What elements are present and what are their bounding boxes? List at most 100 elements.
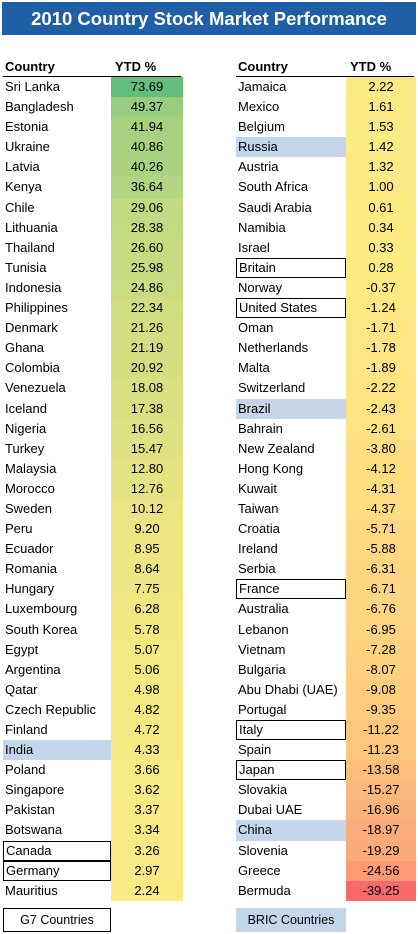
left-table-row: Sri Lanka 73.69 [3,77,183,98]
right-table-row: United States -1.24 [236,298,416,319]
right-table-row: Portugal -9.35 [236,699,416,720]
right-table-row: South Africa 1.00 [236,177,416,198]
ytd-value-cell: 1.00 [346,177,416,198]
country-name: Egypt [5,641,39,657]
legend-bric: BRIC Countries [236,908,346,932]
left-table-row: Colombia 20.92 [3,358,183,379]
left-table-row: Morocco 12.76 [3,478,183,499]
left-table-row: Czech Republic 4.82 [3,699,183,720]
ytd-value-cell: 1.42 [346,137,416,158]
right-rows: Jamaica 2.22 Mexico 1.61 Belgium 1.53 Russia 1.… [236,77,416,901]
country-name: India [3,740,111,761]
ytd-value-cell: -13.58 [346,760,416,781]
country-name: Dubai UAE [238,802,303,818]
country-name: Greece [238,862,281,878]
right-table-row: Italy -11.22 [236,720,416,741]
left-table: Country YTD % Chg Sri Lanka 73.69Banglade… [3,58,183,901]
ytd-value-cell: 9.20 [111,519,183,540]
left-table-row: Romania 8.64 [3,559,183,580]
country-name: Romania [5,561,58,577]
ytd-value-cell: -16.96 [346,800,416,821]
ytd-value-cell: -7.28 [346,639,416,660]
right-table-row: Bulgaria -8.07 [236,659,416,680]
country-name: Colombia [5,360,60,376]
country-name: South Africa [238,179,309,195]
country-name: Kuwait [238,480,278,496]
country-name: New Zealand [238,440,315,456]
country-name: Finland [5,722,48,737]
country-name: Sri Lanka [5,79,60,94]
country-name: Switzerland [238,380,306,396]
country-name: Saudi Arabia [238,199,312,215]
ytd-value-cell: 73.69 [111,77,183,98]
ytd-value-cell: 3.26 [111,840,183,861]
ytd-value-cell: -2.43 [346,398,416,419]
left-table-row: Malaysia 12.80 [3,458,183,479]
ytd-value-cell: -24.56 [346,860,416,881]
right-table-row: Bermuda -39.25 [236,880,416,901]
ytd-value-cell: 17.38 [111,398,183,419]
country-name: Germany [3,860,111,881]
right-table-row: Oman -1.71 [236,318,416,339]
left-table-row: Germany 2.97 [3,860,183,881]
left-table-row: Finland 4.72 [3,720,183,741]
country-name: Lithuania [5,219,58,235]
country-name: Taiwan [238,500,279,516]
ytd-value-cell: -15.27 [346,780,416,801]
country-name: France [236,579,346,600]
country-name: Singapore [5,782,65,798]
ytd-value-cell: -6.76 [346,599,416,620]
left-table-row: Mauritius 2.24 [3,880,183,901]
right-table-row: Switzerland -2.22 [236,378,416,399]
ytd-value-cell: 8.64 [111,559,183,580]
ytd-value-cell: -4.12 [346,458,416,479]
right-table-row: Slovenia -19.29 [236,840,416,861]
left-table-row: Bangladesh 49.37 [3,97,183,118]
left-table-row: Luxembourg 6.28 [3,599,183,620]
country-name: Argentina [5,661,61,677]
country-name: Venezuela [5,380,66,396]
country-name: Vietnam [238,641,286,657]
right-table-row: Israel 0.33 [236,237,416,258]
country-name: Brazil [236,398,346,419]
country-name: Serbia [238,561,276,577]
right-table-row: Russia 1.42 [236,137,416,158]
left-header-row: Country YTD % Chg [3,58,181,92]
country-name: Norway [238,279,283,295]
ytd-value-cell: 0.61 [346,197,416,218]
ytd-value-cell: 12.76 [111,478,183,499]
right-table-row: France -6.71 [236,579,416,600]
ytd-value-cell: 0.28 [346,257,416,278]
ytd-value-cell: 1.61 [346,97,416,118]
left-table-row: Philippines 22.34 [3,298,183,319]
country-name: Sweden [5,500,52,516]
country-name: Peru [5,521,33,537]
left-country-header: Country [5,59,55,74]
ytd-value-cell: -6.71 [346,579,416,600]
ytd-value-cell: 2.24 [111,880,183,901]
ytd-value-cell: -1.24 [346,298,416,319]
country-name: Pakistan [5,802,55,818]
ytd-value-cell: 12.80 [111,458,183,479]
country-name: Austria [238,159,279,175]
country-name: Belgium [238,119,285,135]
left-table-row: India 4.33 [3,740,183,761]
country-name: Ghana [5,340,45,356]
ytd-value-cell: -6.95 [346,619,416,640]
right-table-row: Dubai UAE -16.96 [236,800,416,821]
right-table-row: Taiwan -4.37 [236,498,416,520]
ytd-value-cell: 6.28 [111,599,183,620]
ytd-value-cell: 20.92 [111,358,183,379]
left-table-row: Singapore 3.62 [3,780,183,801]
ytd-value-cell: -6.31 [346,559,416,580]
ytd-value-cell: 40.86 [111,137,183,158]
country-name: United States [236,298,346,319]
country-name: Croatia [238,521,280,537]
ytd-value-cell: 49.37 [111,97,183,118]
ytd-value-cell: 26.60 [111,237,183,258]
right-table-row: Belgium 1.53 [236,117,416,138]
right-table-row: Kuwait -4.31 [236,478,416,499]
right-table-row: Croatia -5.71 [236,519,416,540]
country-name: Britain [236,257,346,278]
ytd-value-cell: -8.07 [346,659,416,680]
